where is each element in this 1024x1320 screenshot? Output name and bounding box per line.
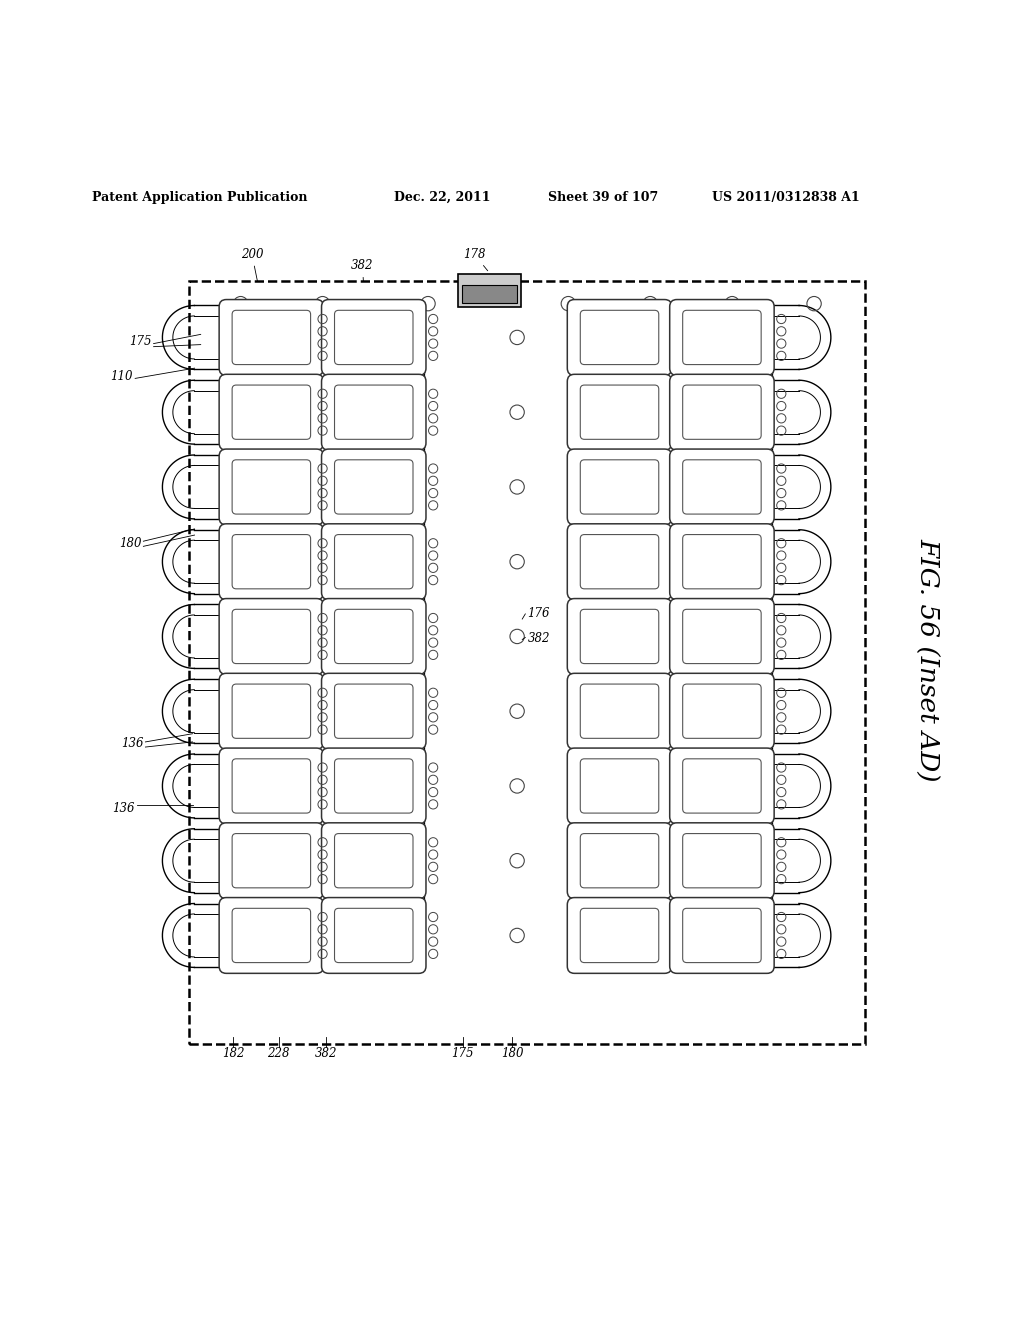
- Text: 136: 136: [121, 737, 143, 750]
- FancyBboxPatch shape: [322, 300, 426, 375]
- FancyBboxPatch shape: [581, 759, 658, 813]
- FancyBboxPatch shape: [219, 449, 324, 525]
- FancyBboxPatch shape: [581, 459, 658, 513]
- Text: FIG. 56 (Inset AD): FIG. 56 (Inset AD): [914, 539, 939, 781]
- Text: 180: 180: [119, 537, 141, 550]
- FancyBboxPatch shape: [232, 535, 310, 589]
- Text: 382: 382: [527, 631, 550, 644]
- FancyBboxPatch shape: [322, 748, 426, 824]
- FancyBboxPatch shape: [232, 610, 310, 664]
- FancyBboxPatch shape: [219, 822, 324, 899]
- FancyBboxPatch shape: [670, 822, 774, 899]
- FancyBboxPatch shape: [683, 459, 761, 513]
- FancyBboxPatch shape: [335, 459, 413, 513]
- FancyBboxPatch shape: [683, 535, 761, 589]
- FancyBboxPatch shape: [335, 759, 413, 813]
- FancyBboxPatch shape: [335, 833, 413, 888]
- FancyBboxPatch shape: [335, 684, 413, 738]
- FancyBboxPatch shape: [567, 898, 672, 973]
- FancyBboxPatch shape: [219, 375, 324, 450]
- FancyBboxPatch shape: [322, 898, 426, 973]
- FancyBboxPatch shape: [683, 385, 761, 440]
- Text: 136: 136: [113, 801, 135, 814]
- Text: 175: 175: [129, 334, 152, 347]
- FancyBboxPatch shape: [219, 300, 324, 375]
- Text: 382: 382: [351, 259, 374, 281]
- FancyBboxPatch shape: [322, 598, 426, 675]
- FancyBboxPatch shape: [581, 535, 658, 589]
- FancyBboxPatch shape: [322, 449, 426, 525]
- FancyBboxPatch shape: [322, 673, 426, 748]
- FancyBboxPatch shape: [232, 459, 310, 513]
- FancyBboxPatch shape: [335, 610, 413, 664]
- FancyBboxPatch shape: [232, 684, 310, 738]
- FancyBboxPatch shape: [670, 673, 774, 748]
- FancyBboxPatch shape: [322, 524, 426, 599]
- Text: 110: 110: [111, 371, 133, 383]
- FancyBboxPatch shape: [683, 310, 761, 364]
- FancyBboxPatch shape: [567, 300, 672, 375]
- FancyBboxPatch shape: [335, 535, 413, 589]
- FancyBboxPatch shape: [581, 310, 658, 364]
- FancyBboxPatch shape: [567, 822, 672, 899]
- Text: 178: 178: [463, 248, 487, 271]
- Text: US 2011/0312838 A1: US 2011/0312838 A1: [712, 191, 859, 205]
- FancyBboxPatch shape: [219, 898, 324, 973]
- Text: 228: 228: [267, 1047, 290, 1060]
- FancyBboxPatch shape: [219, 598, 324, 675]
- FancyBboxPatch shape: [567, 449, 672, 525]
- Text: 175: 175: [452, 1047, 474, 1060]
- FancyBboxPatch shape: [670, 300, 774, 375]
- FancyBboxPatch shape: [581, 833, 658, 888]
- FancyBboxPatch shape: [232, 759, 310, 813]
- FancyBboxPatch shape: [567, 748, 672, 824]
- FancyBboxPatch shape: [232, 385, 310, 440]
- FancyBboxPatch shape: [581, 610, 658, 664]
- Text: 180: 180: [501, 1047, 523, 1060]
- FancyBboxPatch shape: [335, 310, 413, 364]
- FancyBboxPatch shape: [232, 310, 310, 364]
- FancyBboxPatch shape: [335, 385, 413, 440]
- FancyBboxPatch shape: [581, 684, 658, 738]
- Text: Sheet 39 of 107: Sheet 39 of 107: [548, 191, 658, 205]
- FancyBboxPatch shape: [683, 908, 761, 962]
- FancyBboxPatch shape: [567, 375, 672, 450]
- FancyBboxPatch shape: [670, 748, 774, 824]
- FancyBboxPatch shape: [670, 524, 774, 599]
- Bar: [462, 285, 517, 302]
- FancyBboxPatch shape: [567, 673, 672, 748]
- FancyBboxPatch shape: [683, 833, 761, 888]
- Bar: [458, 275, 521, 306]
- FancyBboxPatch shape: [335, 908, 413, 962]
- FancyBboxPatch shape: [670, 449, 774, 525]
- FancyBboxPatch shape: [232, 908, 310, 962]
- Text: 176: 176: [527, 607, 550, 620]
- FancyBboxPatch shape: [581, 385, 658, 440]
- FancyBboxPatch shape: [581, 908, 658, 962]
- Text: 200: 200: [241, 248, 263, 281]
- FancyBboxPatch shape: [567, 524, 672, 599]
- Text: Dec. 22, 2011: Dec. 22, 2011: [394, 191, 490, 205]
- Text: 382: 382: [314, 1047, 337, 1060]
- FancyBboxPatch shape: [219, 748, 324, 824]
- FancyBboxPatch shape: [322, 822, 426, 899]
- FancyBboxPatch shape: [683, 759, 761, 813]
- FancyBboxPatch shape: [232, 833, 310, 888]
- FancyBboxPatch shape: [683, 684, 761, 738]
- Text: Patent Application Publication: Patent Application Publication: [92, 191, 307, 205]
- FancyBboxPatch shape: [219, 673, 324, 748]
- FancyBboxPatch shape: [670, 375, 774, 450]
- FancyBboxPatch shape: [670, 898, 774, 973]
- FancyBboxPatch shape: [322, 375, 426, 450]
- FancyBboxPatch shape: [670, 598, 774, 675]
- Text: 182: 182: [222, 1047, 245, 1060]
- FancyBboxPatch shape: [219, 524, 324, 599]
- FancyBboxPatch shape: [683, 610, 761, 664]
- FancyBboxPatch shape: [567, 598, 672, 675]
